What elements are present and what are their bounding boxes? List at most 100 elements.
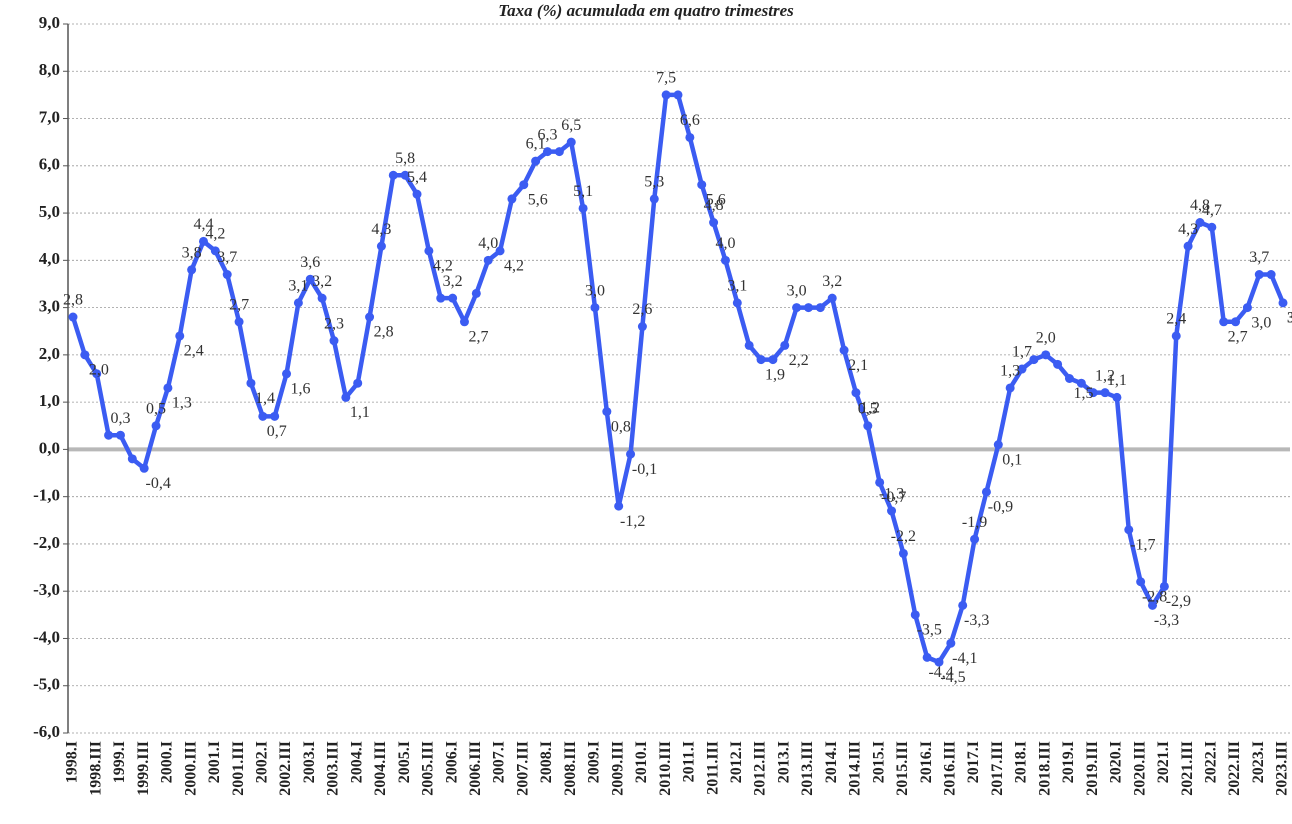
x-tick-label: 2006.I (443, 741, 460, 783)
data-point (554, 147, 564, 157)
data-point (1148, 600, 1158, 610)
data-label: 4,8 (1190, 197, 1210, 214)
x-tick-label: 2012.I (728, 741, 745, 783)
data-point (388, 170, 398, 180)
x-tick-label: 2010.I (633, 741, 650, 783)
data-point (1124, 525, 1134, 535)
data-label: 3,7 (217, 249, 237, 266)
x-tick-label: 1999.III (135, 741, 152, 796)
data-label: 2,1 (848, 357, 868, 374)
data-point (566, 137, 576, 147)
x-tick-label: 2021.III (1179, 741, 1196, 796)
x-tick-label: 2013.I (775, 741, 792, 783)
x-tick-label: 2000.I (159, 741, 176, 783)
data-point (471, 288, 481, 298)
data-label: 2,7 (229, 296, 249, 313)
data-label: 2,2 (789, 352, 809, 369)
data-label: 1,5 (1073, 385, 1093, 402)
data-point (317, 293, 327, 303)
x-tick-label: 2018.III (1036, 741, 1053, 796)
data-point (875, 477, 885, 487)
data-point (1278, 298, 1288, 308)
data-point (365, 312, 375, 322)
x-tick-label: 2002.I (253, 741, 270, 783)
x-tick-label: 2003.I (301, 741, 318, 783)
data-label: -2,9 (1166, 593, 1191, 610)
data-point (898, 548, 908, 558)
data-point (673, 90, 683, 100)
data-label: 1,9 (765, 366, 785, 383)
data-label: 4,4 (193, 216, 213, 233)
data-label: 5,6 (528, 191, 548, 208)
y-tick-label: 0,0 (39, 438, 60, 457)
data-label: 4,2 (504, 258, 524, 275)
chart-title: Taxa (%) acumulada em quatro trimestres (498, 1, 794, 20)
data-label: 1,2 (860, 399, 880, 416)
data-point (803, 303, 813, 313)
data-point (187, 265, 197, 275)
data-point (1053, 359, 1063, 369)
x-tick-label: 2012.III (752, 741, 769, 796)
data-label: 5,6 (706, 191, 726, 208)
data-point (578, 203, 588, 213)
data-point (531, 156, 541, 166)
data-point (198, 236, 208, 246)
data-point (697, 180, 707, 190)
data-label: 1,2 (1095, 367, 1115, 384)
data-label: 0,3 (110, 410, 130, 427)
data-point (958, 600, 968, 610)
data-label: 7,5 (656, 70, 676, 87)
x-tick-label: 2020.I (1108, 741, 1125, 783)
data-point (792, 303, 802, 313)
data-label: 2,3 (324, 315, 344, 332)
y-tick-label: -1,0 (33, 486, 60, 505)
data-point (234, 317, 244, 327)
data-label: 5,4 (407, 169, 427, 186)
x-tick-label: 2022.I (1202, 741, 1219, 783)
data-point (922, 652, 932, 662)
x-tick-label: 2016.III (942, 741, 959, 796)
data-point (815, 303, 825, 313)
x-tick-label: 2005.I (396, 741, 413, 783)
data-point (412, 189, 422, 199)
data-label: 0,5 (146, 400, 166, 417)
data-label: 1,7 (1012, 344, 1032, 361)
data-point (1171, 331, 1181, 341)
data-point (1029, 355, 1039, 365)
data-point (970, 534, 980, 544)
data-label: -1,2 (620, 513, 645, 530)
x-tick-label: 2007.I (491, 741, 508, 783)
x-tick-label: 2007.III (514, 741, 531, 796)
data-label: 3,0 (1251, 314, 1271, 331)
data-label: 3,2 (443, 273, 463, 290)
data-point (258, 411, 268, 421)
data-point (649, 194, 659, 204)
data-point (1266, 270, 1276, 280)
data-point (1219, 317, 1229, 327)
x-tick-label: 2015.III (894, 741, 911, 796)
x-tick-label: 2004.III (372, 741, 389, 796)
data-label: -1,9 (962, 514, 987, 531)
data-point (1100, 388, 1110, 398)
y-tick-label: -2,0 (33, 533, 60, 552)
data-label: 4,8 (704, 197, 724, 214)
data-point (329, 336, 339, 346)
data-point (495, 246, 505, 256)
x-tick-label: 2014.III (847, 741, 864, 796)
data-point (910, 610, 920, 620)
data-label: -2,8 (1142, 588, 1167, 605)
data-point (1041, 350, 1051, 360)
y-tick-label: 8,0 (39, 60, 60, 79)
x-tick-label: 2005.III (420, 741, 437, 796)
data-label: 1,4 (255, 390, 275, 407)
data-point (1088, 388, 1098, 398)
x-tick-label: 2019.I (1060, 741, 1077, 783)
x-tick-label: 2019.III (1084, 741, 1101, 796)
data-point (282, 369, 292, 379)
x-tick-label: 2004.I (348, 741, 365, 783)
data-label: -0,7 (881, 489, 906, 506)
data-label: 5,3 (644, 174, 664, 191)
data-point (863, 421, 873, 431)
data-point (780, 340, 790, 350)
data-point (163, 383, 173, 393)
